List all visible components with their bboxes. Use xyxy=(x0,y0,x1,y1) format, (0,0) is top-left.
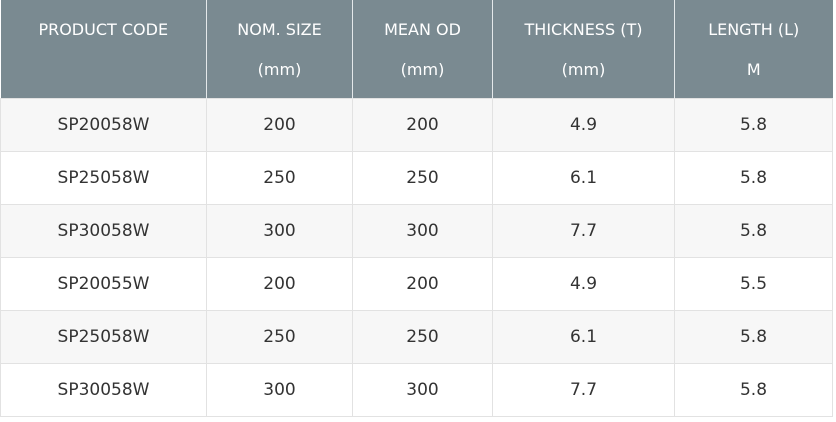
header-text: THICKNESS (T) xyxy=(524,20,643,39)
table-cell: 300 xyxy=(206,204,353,258)
table-cell: 250 xyxy=(352,151,493,205)
header-text: NOM. SIZE xyxy=(237,20,322,39)
header-text: LENGTH (L) xyxy=(708,20,800,39)
table-row: SP30058W 300 300 7.7 5.8 xyxy=(0,204,833,258)
header-cell: MEAN OD (mm) xyxy=(352,0,493,99)
header-row: PRODUCT CODE NOM. SIZE (mm) MEAN OD (mm) THIC… xyxy=(0,0,833,99)
table-cell: 6.1 xyxy=(492,310,675,364)
table-cell: SP20058W xyxy=(0,98,207,152)
table-cell: 250 xyxy=(206,151,353,205)
table-row: SP25058W 250 250 6.1 5.8 xyxy=(0,151,833,205)
table-cell: 300 xyxy=(206,363,353,417)
table-cell: 5.8 xyxy=(674,98,833,152)
table-cell: 5.8 xyxy=(674,151,833,205)
table-row: SP20055W 200 200 4.9 5.5 xyxy=(0,257,833,311)
table-cell: 250 xyxy=(352,310,493,364)
table-row: SP30058W 300 300 7.7 5.8 xyxy=(0,363,833,417)
table-cell: 200 xyxy=(206,98,353,152)
header-text: M xyxy=(746,60,761,79)
table-row: SP25058W 250 250 6.1 5.8 xyxy=(0,310,833,364)
header-text: (mm) xyxy=(561,60,606,79)
table-cell: 200 xyxy=(352,98,493,152)
header-cell: PRODUCT CODE xyxy=(0,0,207,99)
table-cell: 200 xyxy=(352,257,493,311)
table-cell: 200 xyxy=(206,257,353,311)
table-cell: 5.8 xyxy=(674,310,833,364)
header-text: (mm) xyxy=(400,60,445,79)
table-cell: 300 xyxy=(352,363,493,417)
table-cell: SP30058W xyxy=(0,363,207,417)
table-cell: 4.9 xyxy=(492,98,675,152)
header-text: PRODUCT CODE xyxy=(38,20,169,39)
table-cell: 4.9 xyxy=(492,257,675,311)
table-cell: 250 xyxy=(206,310,353,364)
table-cell: SP30058W xyxy=(0,204,207,258)
header-cell: THICKNESS (T) (mm) xyxy=(492,0,675,99)
header-text: (mm) xyxy=(257,60,302,79)
table-cell: SP25058W xyxy=(0,151,207,205)
table-cell: SP25058W xyxy=(0,310,207,364)
table-cell: 5.5 xyxy=(674,257,833,311)
table-row: SP20058W 200 200 4.9 5.8 xyxy=(0,98,833,152)
table-cell: 5.8 xyxy=(674,363,833,417)
table-cell: 300 xyxy=(352,204,493,258)
table-cell: SP20055W xyxy=(0,257,207,311)
header-cell: LENGTH (L) M xyxy=(674,0,833,99)
table-cell: 7.7 xyxy=(492,363,675,417)
table-cell: 6.1 xyxy=(492,151,675,205)
table-cell: 5.8 xyxy=(674,204,833,258)
header-cell: NOM. SIZE (mm) xyxy=(206,0,353,99)
table-cell: 7.7 xyxy=(492,204,675,258)
header-text: MEAN OD xyxy=(384,20,461,39)
